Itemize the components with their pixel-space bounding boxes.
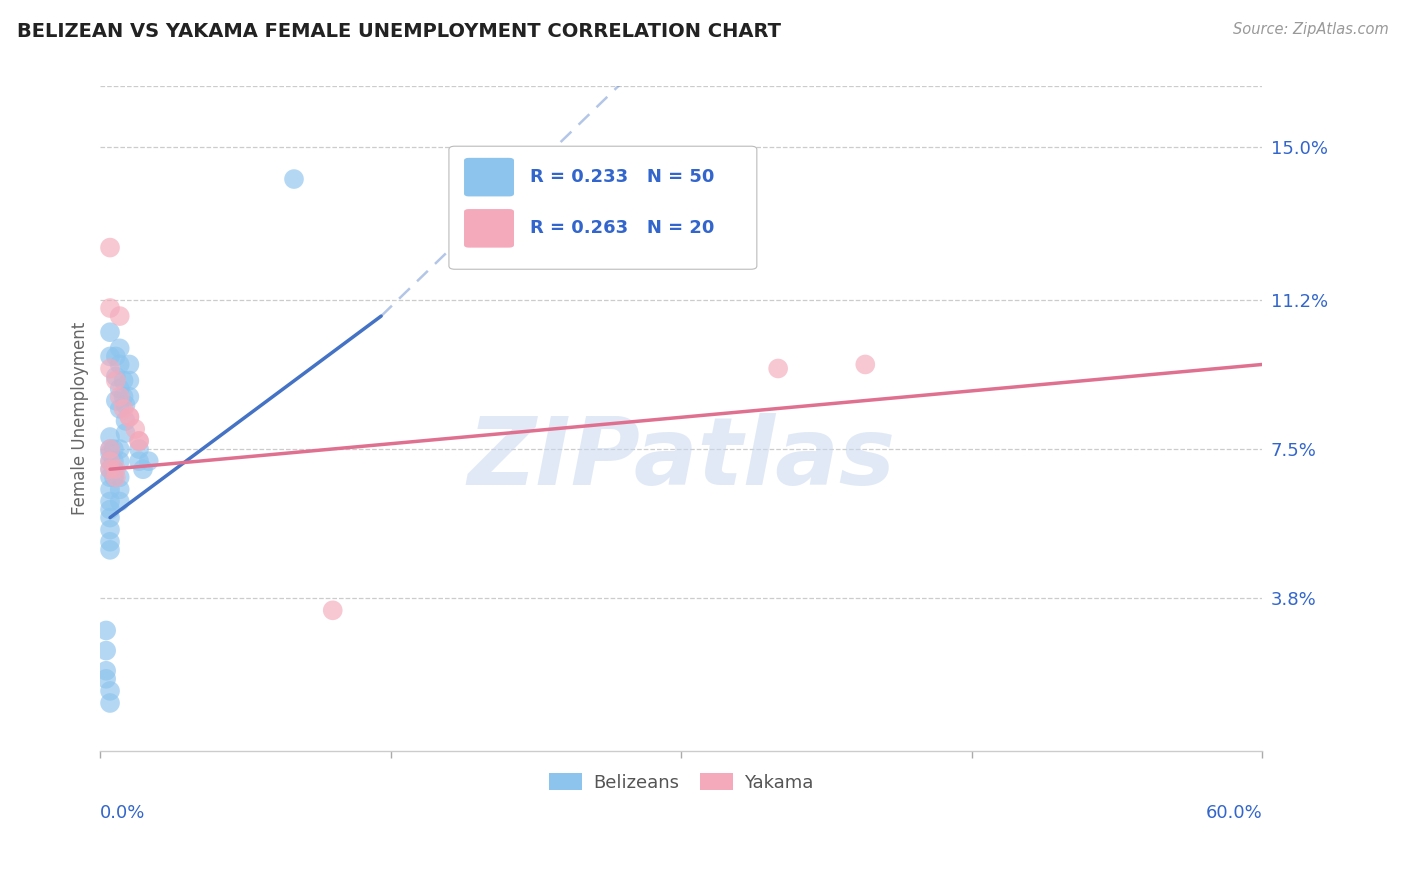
- Point: [98, 442, 121, 456]
- Point: [104, 393, 127, 408]
- Point: [853, 358, 876, 372]
- Point: [98, 542, 121, 557]
- Point: [128, 434, 150, 448]
- FancyBboxPatch shape: [464, 158, 515, 196]
- Legend: Belizeans, Yakama: Belizeans, Yakama: [543, 766, 820, 799]
- Point: [104, 369, 127, 384]
- Text: R = 0.263   N = 20: R = 0.263 N = 20: [530, 219, 714, 237]
- Point: [114, 414, 136, 428]
- Point: [114, 425, 136, 440]
- Point: [98, 350, 121, 364]
- Point: [98, 483, 121, 497]
- Point: [104, 462, 127, 476]
- Point: [132, 462, 155, 476]
- Point: [98, 462, 121, 476]
- Point: [118, 358, 141, 372]
- Point: [103, 462, 125, 476]
- Point: [98, 442, 121, 456]
- Point: [103, 470, 125, 484]
- Point: [108, 401, 131, 416]
- Point: [104, 350, 127, 364]
- Point: [108, 483, 131, 497]
- Text: 0.0%: 0.0%: [100, 804, 146, 822]
- Point: [766, 361, 789, 376]
- Point: [98, 361, 121, 376]
- Point: [98, 454, 121, 468]
- Text: Source: ZipAtlas.com: Source: ZipAtlas.com: [1233, 22, 1389, 37]
- Text: R = 0.233   N = 50: R = 0.233 N = 50: [530, 168, 714, 186]
- Point: [112, 390, 135, 404]
- Point: [108, 454, 131, 468]
- Point: [98, 470, 121, 484]
- FancyBboxPatch shape: [449, 146, 756, 269]
- Point: [283, 172, 305, 186]
- Point: [118, 409, 141, 424]
- Point: [98, 462, 121, 476]
- Point: [128, 434, 150, 448]
- Point: [114, 398, 136, 412]
- Point: [98, 534, 121, 549]
- Point: [104, 470, 127, 484]
- Point: [118, 374, 141, 388]
- Point: [98, 454, 121, 468]
- Point: [98, 510, 121, 524]
- Point: [96, 624, 118, 638]
- Point: [98, 523, 121, 537]
- Point: [103, 442, 125, 456]
- Point: [108, 470, 131, 484]
- Text: BELIZEAN VS YAKAMA FEMALE UNEMPLOYMENT CORRELATION CHART: BELIZEAN VS YAKAMA FEMALE UNEMPLOYMENT C…: [17, 22, 780, 41]
- Point: [108, 382, 131, 396]
- Point: [98, 325, 121, 339]
- Point: [98, 430, 121, 444]
- Point: [98, 696, 121, 710]
- Text: 60.0%: 60.0%: [1205, 804, 1263, 822]
- Point: [124, 422, 146, 436]
- FancyBboxPatch shape: [464, 209, 515, 248]
- Point: [108, 442, 131, 456]
- Point: [128, 454, 150, 468]
- Point: [98, 301, 121, 315]
- Point: [98, 494, 121, 508]
- Point: [112, 374, 135, 388]
- Point: [96, 643, 118, 657]
- Point: [118, 409, 141, 424]
- Point: [98, 502, 121, 516]
- Point: [108, 494, 131, 508]
- Point: [128, 442, 150, 456]
- Point: [98, 684, 121, 698]
- Y-axis label: Female Unemployment: Female Unemployment: [72, 322, 89, 516]
- Point: [138, 454, 160, 468]
- Point: [108, 358, 131, 372]
- Point: [96, 672, 118, 686]
- Point: [104, 374, 127, 388]
- Point: [112, 401, 135, 416]
- Point: [108, 390, 131, 404]
- Point: [118, 390, 141, 404]
- Point: [108, 309, 131, 323]
- Point: [98, 446, 121, 460]
- Point: [98, 241, 121, 255]
- Point: [103, 454, 125, 468]
- Point: [322, 603, 344, 617]
- Point: [96, 664, 118, 678]
- Text: ZIPatlas: ZIPatlas: [467, 413, 896, 505]
- Point: [108, 342, 131, 356]
